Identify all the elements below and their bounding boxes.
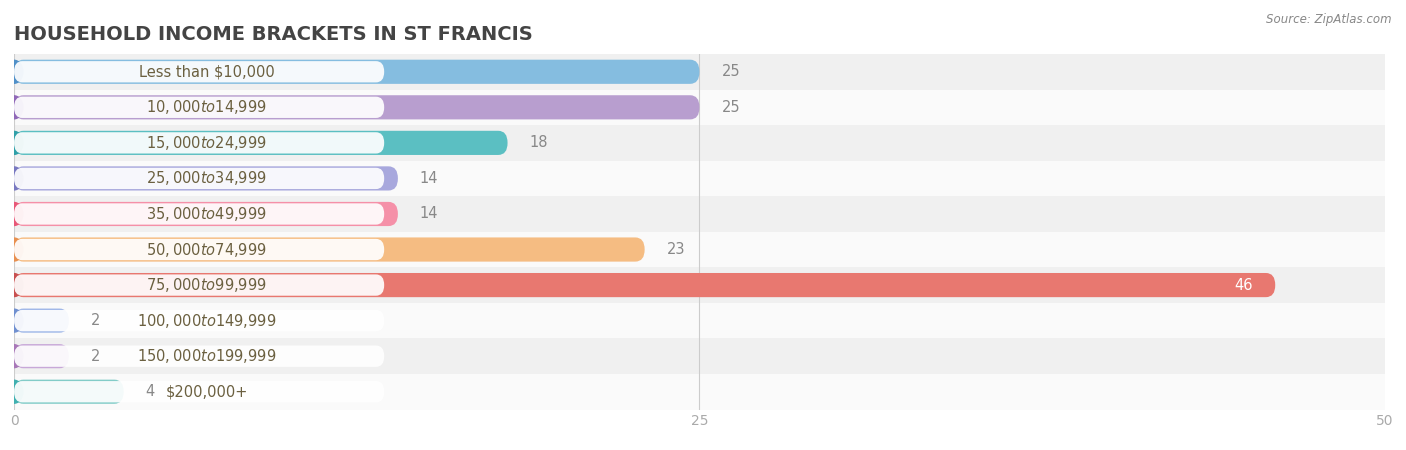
Bar: [14, 196, 1385, 232]
Bar: [14, 338, 1385, 374]
Bar: [14, 90, 1385, 125]
Text: $200,000+: $200,000+: [166, 384, 247, 399]
FancyBboxPatch shape: [14, 166, 398, 190]
Text: $150,000 to $199,999: $150,000 to $199,999: [136, 347, 276, 365]
FancyBboxPatch shape: [14, 310, 384, 331]
FancyBboxPatch shape: [14, 309, 69, 333]
FancyBboxPatch shape: [14, 95, 700, 119]
Text: Less than $10,000: Less than $10,000: [139, 64, 274, 79]
Text: $25,000 to $34,999: $25,000 to $34,999: [146, 170, 267, 187]
Text: $35,000 to $49,999: $35,000 to $49,999: [146, 205, 267, 223]
Text: 23: 23: [666, 242, 685, 257]
Text: Source: ZipAtlas.com: Source: ZipAtlas.com: [1267, 14, 1392, 27]
Circle shape: [6, 167, 22, 190]
FancyBboxPatch shape: [14, 274, 384, 296]
Bar: [14, 303, 1385, 338]
FancyBboxPatch shape: [14, 238, 644, 261]
Text: 25: 25: [721, 100, 740, 115]
Text: 25: 25: [721, 64, 740, 79]
Text: $50,000 to $74,999: $50,000 to $74,999: [146, 240, 267, 258]
FancyBboxPatch shape: [14, 273, 1275, 297]
Text: HOUSEHOLD INCOME BRACKETS IN ST FRANCIS: HOUSEHOLD INCOME BRACKETS IN ST FRANCIS: [14, 25, 533, 44]
Circle shape: [6, 238, 22, 261]
Text: 2: 2: [91, 349, 100, 364]
Bar: [14, 374, 1385, 410]
Text: 4: 4: [146, 384, 155, 399]
FancyBboxPatch shape: [14, 202, 398, 226]
Text: $100,000 to $149,999: $100,000 to $149,999: [136, 311, 276, 329]
FancyBboxPatch shape: [14, 168, 384, 189]
FancyBboxPatch shape: [14, 61, 384, 82]
FancyBboxPatch shape: [14, 203, 384, 225]
Circle shape: [6, 60, 22, 83]
Bar: [14, 125, 1385, 161]
Circle shape: [6, 380, 22, 403]
Circle shape: [6, 131, 22, 154]
Circle shape: [6, 274, 22, 297]
FancyBboxPatch shape: [14, 131, 508, 155]
Circle shape: [6, 309, 22, 332]
FancyBboxPatch shape: [14, 380, 124, 404]
FancyBboxPatch shape: [14, 344, 69, 368]
Bar: [14, 267, 1385, 303]
Bar: [14, 232, 1385, 267]
Text: 18: 18: [530, 135, 548, 150]
Text: 14: 14: [420, 171, 439, 186]
FancyBboxPatch shape: [14, 97, 384, 118]
Text: 2: 2: [91, 313, 100, 328]
Text: 46: 46: [1234, 278, 1253, 292]
Circle shape: [6, 96, 22, 119]
FancyBboxPatch shape: [14, 239, 384, 260]
Bar: [14, 54, 1385, 90]
Text: 14: 14: [420, 207, 439, 221]
FancyBboxPatch shape: [14, 60, 700, 84]
Circle shape: [6, 202, 22, 225]
FancyBboxPatch shape: [14, 132, 384, 153]
Circle shape: [6, 345, 22, 368]
Text: $75,000 to $99,999: $75,000 to $99,999: [146, 276, 267, 294]
FancyBboxPatch shape: [14, 346, 384, 367]
Text: $10,000 to $14,999: $10,000 to $14,999: [146, 99, 267, 116]
Bar: [14, 161, 1385, 196]
FancyBboxPatch shape: [14, 381, 384, 402]
Text: $15,000 to $24,999: $15,000 to $24,999: [146, 134, 267, 152]
